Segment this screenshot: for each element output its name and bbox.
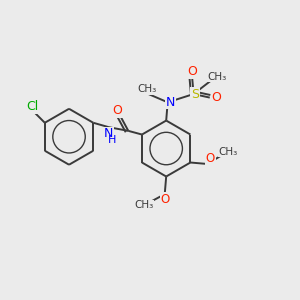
Text: O: O [211, 91, 221, 104]
Text: N: N [104, 127, 113, 140]
Text: CH₃: CH₃ [137, 84, 157, 94]
Text: O: O [206, 152, 215, 165]
Text: O: O [160, 193, 169, 206]
Text: CH₃: CH₃ [218, 147, 238, 157]
Text: H: H [108, 134, 116, 145]
Text: O: O [187, 65, 197, 79]
Text: S: S [191, 88, 199, 100]
Text: CH₃: CH₃ [134, 200, 154, 210]
Text: O: O [112, 104, 122, 117]
Text: CH₃: CH₃ [207, 72, 226, 82]
Text: Cl: Cl [26, 100, 38, 113]
Text: N: N [166, 96, 175, 109]
